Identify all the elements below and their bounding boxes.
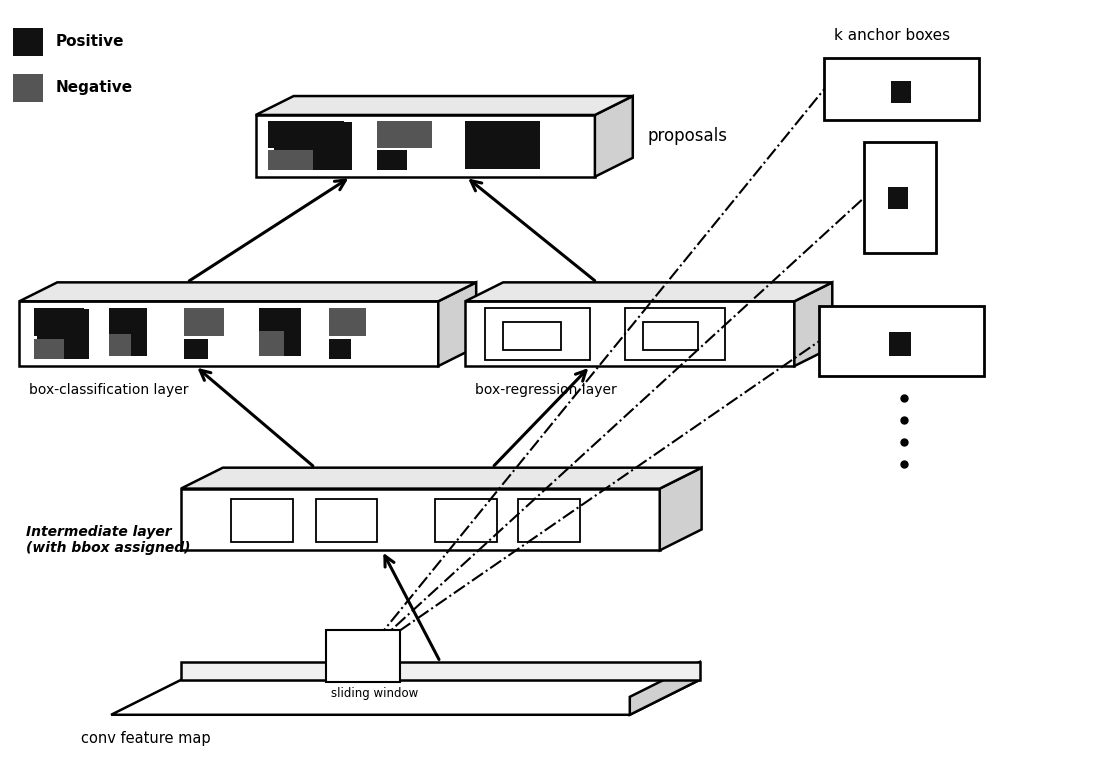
Text: proposals: proposals xyxy=(647,127,728,145)
Text: box-classification layer: box-classification layer xyxy=(30,383,189,397)
Bar xyxy=(184,339,208,359)
Bar xyxy=(109,308,147,356)
Bar xyxy=(109,334,131,356)
Polygon shape xyxy=(659,468,701,550)
Polygon shape xyxy=(181,662,700,680)
Bar xyxy=(889,333,911,356)
Text: k anchor boxes: k anchor boxes xyxy=(834,28,951,43)
Bar xyxy=(325,630,400,682)
Bar xyxy=(824,58,979,120)
Text: Intermediate layer
(with bbox assigned): Intermediate layer (with bbox assigned) xyxy=(26,525,191,556)
Bar xyxy=(184,308,224,336)
Polygon shape xyxy=(256,96,633,115)
Polygon shape xyxy=(181,468,701,489)
Bar xyxy=(888,186,908,209)
Bar xyxy=(37,337,89,359)
Bar xyxy=(329,339,351,359)
Polygon shape xyxy=(465,301,795,366)
Polygon shape xyxy=(111,680,700,715)
Bar xyxy=(503,322,560,350)
Text: sliding window: sliding window xyxy=(331,687,418,700)
Bar xyxy=(377,121,432,148)
Bar xyxy=(625,308,724,360)
Bar xyxy=(13,28,43,56)
Polygon shape xyxy=(439,282,476,366)
Bar xyxy=(268,150,312,170)
Bar xyxy=(315,498,377,543)
Polygon shape xyxy=(20,301,439,366)
Bar xyxy=(891,81,911,103)
Bar xyxy=(329,308,366,336)
Polygon shape xyxy=(595,96,633,177)
Polygon shape xyxy=(465,282,832,301)
Bar xyxy=(258,308,301,356)
Polygon shape xyxy=(630,662,700,715)
Bar xyxy=(274,122,352,170)
Bar xyxy=(34,339,64,359)
Polygon shape xyxy=(795,282,832,366)
Text: Negative: Negative xyxy=(55,80,132,94)
Bar xyxy=(258,331,284,356)
Polygon shape xyxy=(20,282,476,301)
Polygon shape xyxy=(181,489,659,550)
Bar xyxy=(820,306,984,376)
Polygon shape xyxy=(256,115,595,177)
Text: conv feature map: conv feature map xyxy=(81,731,211,746)
Text: box-regression layer: box-regression layer xyxy=(475,383,617,397)
Bar xyxy=(518,498,580,543)
Bar xyxy=(13,74,43,102)
Bar xyxy=(377,150,408,170)
Bar xyxy=(274,142,315,170)
Bar xyxy=(231,498,292,543)
Bar xyxy=(864,142,936,253)
Bar xyxy=(643,322,698,350)
Bar xyxy=(485,308,590,360)
Text: Positive: Positive xyxy=(55,33,124,49)
Bar xyxy=(34,308,85,336)
Bar xyxy=(435,498,497,543)
Bar xyxy=(268,121,344,148)
Bar xyxy=(37,309,89,359)
Bar xyxy=(465,121,540,169)
